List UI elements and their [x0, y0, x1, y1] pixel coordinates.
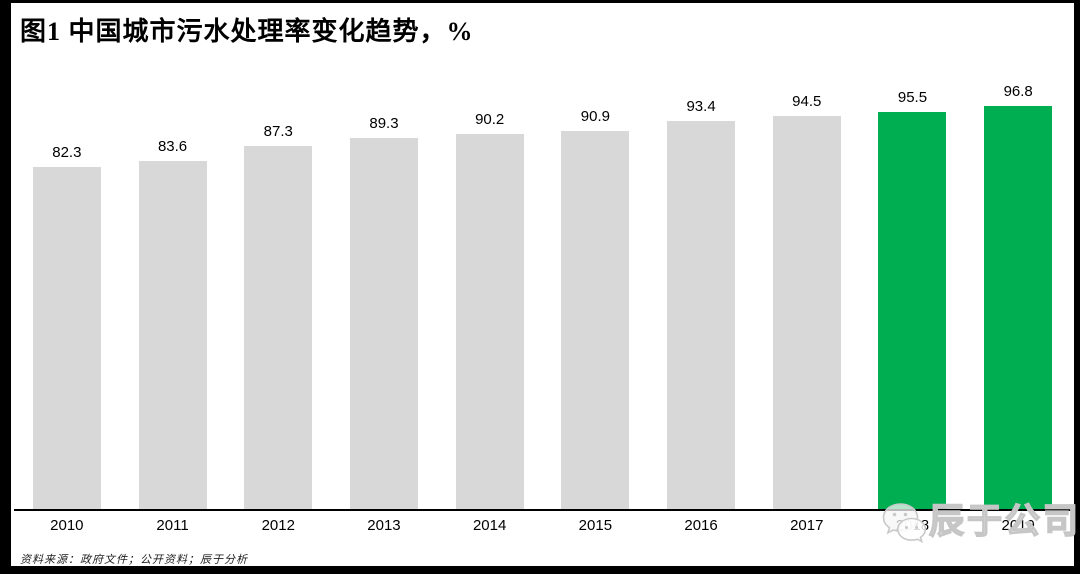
x-tick-label-2013: 2013 [367, 517, 401, 534]
chart-title: 图1 中国城市污水处理率变化趋势，% [20, 17, 474, 46]
value-label-2017: 94.5 [792, 93, 822, 110]
frame-left-border [0, 0, 11, 574]
value-label-2018: 95.5 [897, 89, 928, 106]
bar-column-2015: 90.9 [543, 70, 649, 510]
value-label-2014: 90.2 [475, 111, 505, 128]
x-axis-tick-labels: 2010 2011 2012 2013 2014 2015 2016 2017 2018 2019 [14, 517, 1071, 534]
x-tick-label-2016: 2016 [684, 517, 718, 534]
x-tick-label-2018: 2018 [895, 517, 930, 534]
bar-column-2017: 94.5 [754, 70, 860, 510]
bar-column-2018: 95.5 [860, 70, 966, 510]
bar-2014 [455, 134, 524, 510]
value-label-2012: 87.3 [263, 123, 293, 140]
frame-top-border [0, 0, 1080, 3]
bar-2019 [984, 106, 1053, 510]
frame-right-border [1074, 0, 1080, 574]
x-tick-label-2012: 2012 [261, 517, 295, 534]
bar-chart-plot-area: 82.3 83.6 87.3 89.3 90.2 90.9 93.4 94.5 95.5 96.8 [14, 70, 1071, 511]
x-tick-label-2019: 2019 [1001, 517, 1035, 534]
bar-column-2010: 82.3 [14, 70, 120, 510]
frame-bottom-border [0, 566, 1080, 574]
x-tick-label-2015: 2015 [578, 517, 613, 534]
x-tick-label-2010: 2010 [50, 517, 84, 534]
x-tick-label-2017: 2017 [790, 517, 824, 534]
bar-2018 [878, 112, 947, 510]
bar-column-2011: 83.6 [120, 70, 226, 510]
bar-2012 [244, 146, 313, 510]
bar-2010 [32, 167, 101, 510]
value-label-2015: 90.9 [580, 108, 610, 125]
bar-column-2016: 93.4 [648, 70, 754, 510]
x-tick-label-2011: 2011 [156, 517, 189, 534]
bar-2011 [138, 161, 207, 510]
bar-column-2012: 87.3 [225, 70, 331, 510]
x-tick-label-2014: 2014 [472, 517, 507, 534]
bar-column-2019: 96.8 [965, 70, 1071, 510]
value-label-2019: 96.8 [1003, 83, 1033, 100]
bar-2015 [561, 131, 630, 510]
bar-2016 [667, 121, 736, 510]
source-note: 资料来源：政府文件；公开资料；辰于分析 [20, 554, 248, 566]
bar-2017 [772, 116, 841, 510]
x-axis-line [14, 509, 1071, 511]
bar-column-2014: 90.2 [437, 70, 543, 510]
bars-container: 82.3 83.6 87.3 89.3 90.2 90.9 93.4 94.5 95.5 96.8 [14, 70, 1071, 510]
value-label-2011: 83.6 [157, 138, 188, 155]
value-label-2013: 89.3 [369, 115, 399, 132]
value-label-2010: 82.3 [52, 144, 82, 161]
bar-2013 [349, 138, 418, 510]
bar-column-2013: 89.3 [331, 70, 437, 510]
value-label-2016: 93.4 [686, 98, 716, 115]
